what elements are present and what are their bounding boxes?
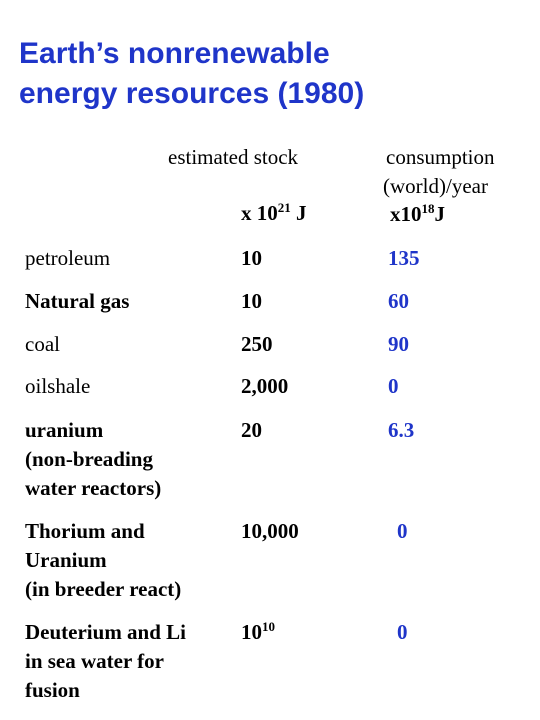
stock-thorium: 10,000 [241, 519, 299, 543]
stock-coal: 250 [241, 332, 273, 356]
resource-uranium-line-2: (non-breading [25, 447, 153, 471]
resource-deuterium-line-3: fusion [25, 678, 80, 702]
consumption-uranium: 6.3 [388, 418, 415, 442]
consumption-deuterium: 0 [397, 620, 408, 644]
stock-natural-gas: 10 [241, 289, 262, 313]
header-estimated-stock: estimated stock [168, 145, 299, 169]
resource-petroleum: petroleum [25, 246, 111, 270]
stock-oilshale: 2,000 [241, 374, 289, 398]
consumption-thorium: 0 [397, 519, 408, 543]
title-line-1: Earth’s nonrenewable [19, 37, 330, 70]
resource-oilshale: oilshale [25, 374, 91, 398]
consumption-oilshale: 0 [388, 374, 399, 398]
resource-natural-gas: Natural gas [25, 289, 130, 313]
resource-uranium-line-3: water reactors) [25, 476, 162, 500]
title-line-2: energy resources (1980) [19, 77, 365, 110]
stock-deuterium: 1010 [241, 619, 275, 644]
resource-coal: coal [25, 332, 60, 356]
header-stock-unit: x 1021 J [241, 200, 307, 225]
header-consumption-line-2: (world)/year [383, 174, 488, 198]
resource-deuterium-line-2: in sea water for [25, 649, 164, 673]
resource-thorium-line-3: (in breeder react) [25, 577, 182, 601]
stock-petroleum: 10 [241, 246, 262, 270]
stock-uranium: 20 [241, 418, 262, 442]
header-consumption-line-1: consumption [386, 145, 495, 169]
resource-uranium-line-1: uranium [25, 418, 104, 442]
resource-deuterium-line-1: Deuterium and Li [25, 620, 187, 644]
consumption-natural-gas: 60 [388, 289, 409, 313]
consumption-petroleum: 135 [388, 246, 420, 270]
resource-thorium-line-1: Thorium and [25, 519, 145, 543]
slide-title: Earth’s nonrenewable energy resources (1… [19, 34, 529, 114]
consumption-coal: 90 [388, 332, 409, 356]
resource-thorium-line-2: Uranium [25, 548, 107, 572]
header-consumption-unit: x1018J [390, 201, 445, 226]
